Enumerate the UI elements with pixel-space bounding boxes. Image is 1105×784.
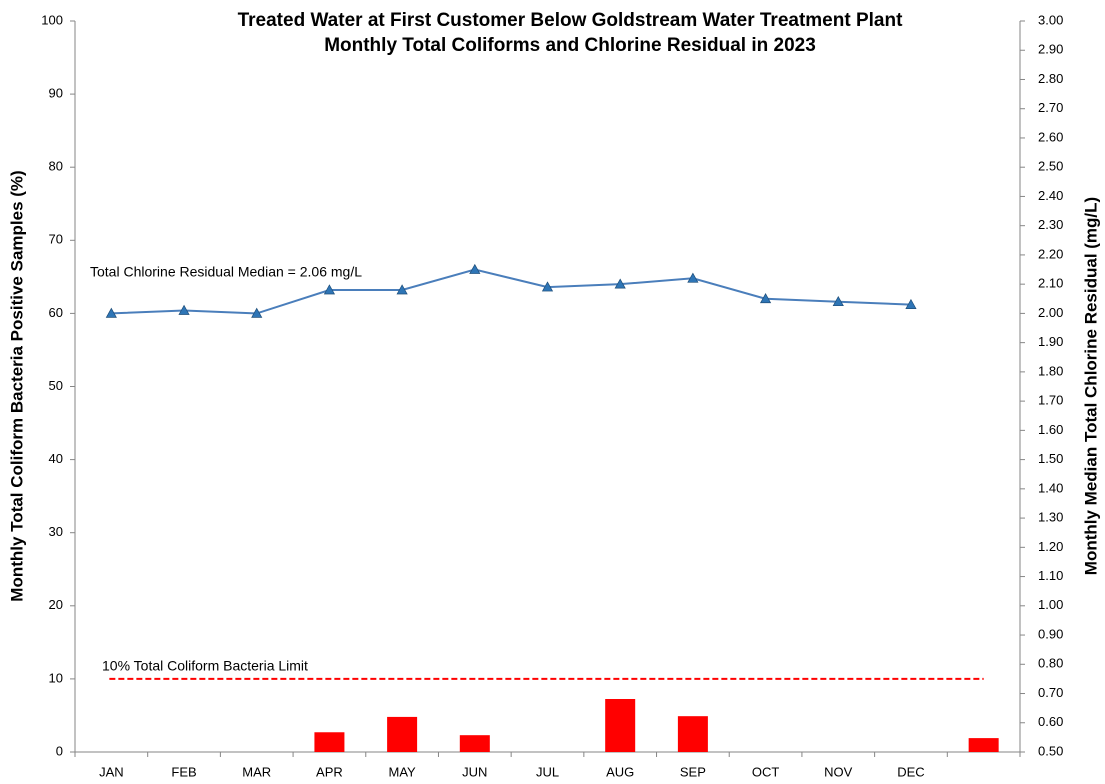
marker — [396, 284, 408, 295]
y-tick-label: 30 — [49, 524, 63, 539]
marker — [759, 293, 772, 304]
bar — [968, 738, 999, 752]
marker — [323, 284, 336, 295]
y2-tick-label: 0.60 — [1038, 714, 1063, 729]
y2-tick-label: 1.50 — [1038, 451, 1063, 466]
line — [111, 268, 912, 315]
y-tick-label: 80 — [49, 159, 63, 174]
marker — [687, 272, 699, 283]
y-axis-title: Monthly Total Coliform Bacteria Positive… — [7, 170, 26, 601]
marker — [614, 278, 626, 289]
y2-tick-label: 0.50 — [1038, 743, 1063, 758]
y2-tick-label: 2.60 — [1038, 129, 1063, 144]
y2-tick-label: 2.00 — [1038, 305, 1063, 320]
marker — [469, 263, 481, 274]
x-tick-label: AUG — [606, 764, 634, 779]
annotation: Total Chlorine Residual Median = 2.06 mg… — [90, 264, 362, 280]
y2-tick-label: 2.80 — [1038, 71, 1063, 86]
x-tick-label: JAN — [99, 764, 124, 779]
y2-tick-label: 1.30 — [1038, 510, 1063, 525]
x-tick-label: SEP — [680, 764, 706, 779]
y-tick-label: 40 — [49, 451, 63, 466]
y-tick-label: 50 — [49, 378, 63, 393]
bar — [605, 699, 636, 752]
y2-tick-label: 2.70 — [1038, 100, 1063, 115]
reference-line-label: 10% Total Coliform Bacteria Limit — [102, 658, 308, 674]
y2-tick-label: 2.30 — [1038, 217, 1063, 232]
x-tick-label: NOV — [824, 764, 853, 779]
bar — [459, 735, 490, 752]
y2-tick-label: 0.90 — [1038, 626, 1063, 641]
x-tick-label: DEC — [897, 764, 924, 779]
x-tick-label: JUL — [536, 764, 559, 779]
marker — [905, 298, 917, 309]
x-tick-label: FEB — [171, 764, 196, 779]
x-tick-label: MAR — [242, 764, 271, 779]
y-tick-label: 10 — [49, 670, 63, 685]
y2-tick-label: 1.20 — [1038, 539, 1063, 554]
chart-title: Monthly Total Coliforms and Chlorine Res… — [324, 35, 816, 56]
x-tick-label: MAY — [389, 764, 417, 779]
y2-tick-label: 0.70 — [1038, 685, 1063, 700]
y2-tick-label: 1.90 — [1038, 334, 1063, 349]
y-tick-label: 100 — [41, 12, 63, 27]
marker — [251, 307, 263, 318]
y2-tick-label: 1.80 — [1038, 363, 1063, 378]
y2-tick-label: 2.50 — [1038, 159, 1063, 174]
y2-tick-label: 2.40 — [1038, 188, 1063, 203]
y2-tick-label: 2.20 — [1038, 246, 1063, 261]
x-tick-label: JUN — [462, 764, 487, 779]
y-tick-label: 0 — [56, 743, 63, 758]
y-tick-label: 60 — [49, 305, 63, 320]
y2-tick-label: 3.00 — [1038, 12, 1063, 27]
y2-tick-label: 1.00 — [1038, 597, 1063, 612]
y-tick-label: 20 — [49, 597, 63, 612]
y2-tick-label: 1.40 — [1038, 480, 1063, 495]
marker — [832, 295, 844, 307]
y2-tick-label: 1.70 — [1038, 393, 1063, 408]
x-tick-label: OCT — [752, 764, 780, 779]
y2-tick-label: 2.90 — [1038, 42, 1063, 57]
bar — [314, 732, 345, 752]
bar — [677, 716, 708, 752]
y2-tick-label: 2.10 — [1038, 276, 1063, 291]
y2-tick-label: 1.60 — [1038, 422, 1063, 437]
y-tick-label: 90 — [49, 86, 63, 101]
marker — [178, 304, 190, 315]
x-tick-label: APR — [316, 764, 343, 779]
marker — [105, 307, 117, 318]
y2-tick-label: 0.80 — [1038, 656, 1063, 671]
chart-title: Treated Water at First Customer Below Go… — [238, 10, 903, 31]
marker — [541, 281, 554, 292]
bar — [387, 716, 418, 752]
y-tick-label: 70 — [49, 232, 63, 247]
y2-tick-label: 1.10 — [1038, 568, 1063, 583]
y2-axis-title: Monthly Median Total Chlorine Residual (… — [1081, 197, 1100, 575]
